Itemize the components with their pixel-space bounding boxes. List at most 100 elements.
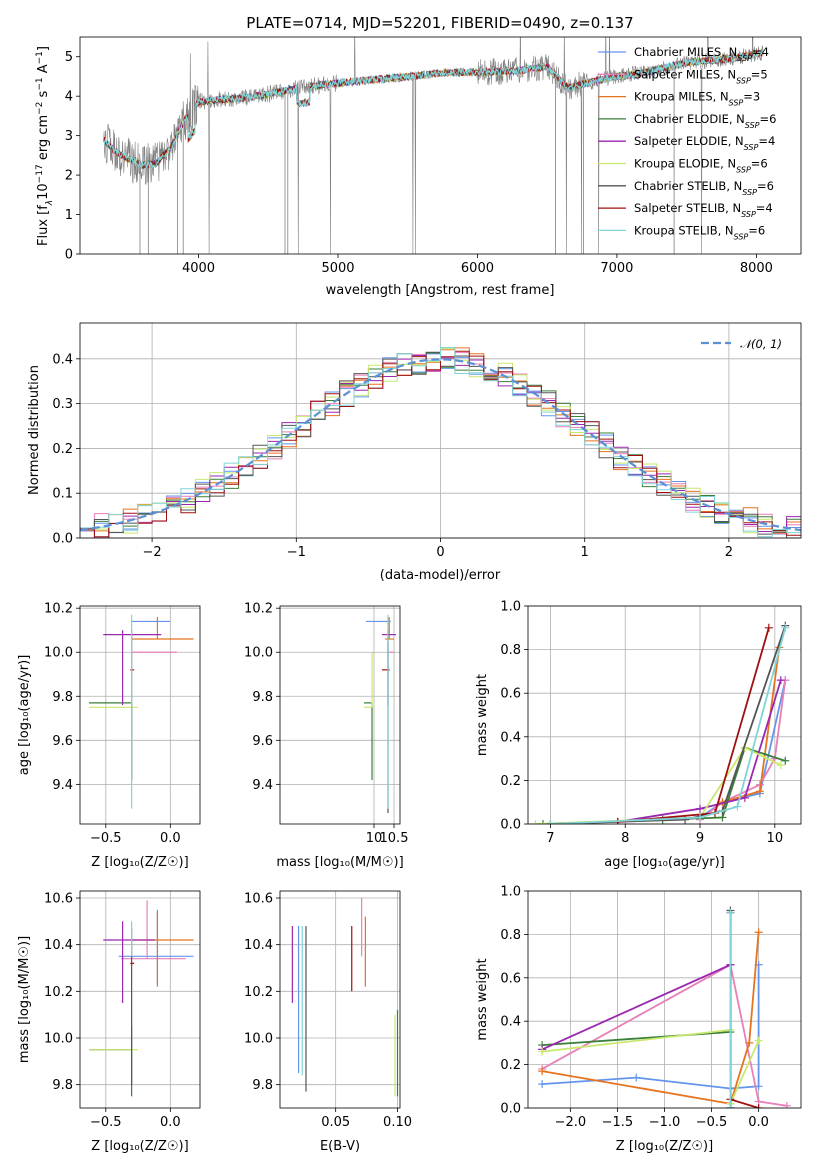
mass_weight_vs_Z-ytick-label: 0.2 xyxy=(500,1058,521,1073)
mass_weight_vs_Z-xtick-label: −1.5 xyxy=(602,1115,634,1130)
mass_weight_vs_Z-xlabel: Z [log₁₀(Z/Z☉)] xyxy=(616,1139,713,1154)
residuals-plot-area xyxy=(80,347,801,538)
mass-weight-marker xyxy=(531,820,540,824)
mass_vs_Z-ytick-label: 9.8 xyxy=(52,1078,73,1093)
mass-weight-marker xyxy=(745,1038,754,1047)
mass-weight-line xyxy=(617,679,782,823)
legend-entry: 𝒩(0, 1) xyxy=(740,337,782,351)
mass-weight-line xyxy=(541,963,788,1107)
mass_weight_vs_age-ytick-label: 0.8 xyxy=(500,643,521,658)
mass_vs_ebv-grid xyxy=(280,891,400,1108)
mass_weight_vs_age-plot-area xyxy=(531,621,790,824)
age_vs_mass-plot-area xyxy=(364,614,396,813)
mass_weight_vs_age-ytick-label: 1.0 xyxy=(500,600,521,615)
mass_weight_vs_Z-axes: −2.0 −1.5 −1.0 −0.5 0.0 0.0 0.2 0.4 0.6 0.8 1.0 xyxy=(500,885,802,1130)
mass_vs_Z-xtick-label: −0.5 xyxy=(90,1115,122,1130)
mass_weight_vs_Z-xtick-label: −2.0 xyxy=(555,1115,587,1130)
mass_weight_vs_Z-ytick-label: 0.6 xyxy=(500,971,521,986)
spectrum-xtick-label: 7000 xyxy=(600,261,633,276)
age_vs_Z-xtick-label: −0.5 xyxy=(90,831,122,846)
mass-weight-marker xyxy=(696,813,705,822)
mass_vs_Z-xlabel: Z [log₁₀(Z/Z☉)] xyxy=(91,1139,188,1154)
spectrum-legend: Chabrier MILES, NSSP=4 Salpeter MILES, NS… xyxy=(598,45,776,241)
mass-weight-marker xyxy=(726,1104,735,1108)
mass-weight-marker xyxy=(754,1036,763,1045)
age_vs_Z-ytick-label: 10.2 xyxy=(44,602,73,617)
age_vs_mass-xtick-label: 10 xyxy=(366,831,383,846)
mass-weight-marker xyxy=(538,1047,547,1056)
age_vs_Z-ylabel: age [log₁₀(age/yr)] xyxy=(17,655,32,776)
spectrum-model-line xyxy=(103,48,764,170)
mass_weight_vs_age-xlabel: age [log₁₀(age/yr)] xyxy=(604,855,725,870)
mass-weight-marker xyxy=(754,1104,763,1108)
mass_vs_Z-frame xyxy=(79,890,201,1109)
mass_weight_vs_Z-ylabel: mass weight xyxy=(475,958,490,1040)
age_vs_Z-ytick-label: 9.8 xyxy=(52,690,73,705)
residuals-ytick-label: 0.3 xyxy=(52,397,73,412)
spectrum-xtick-label: 4000 xyxy=(182,261,215,276)
age_vs_Z-frame xyxy=(79,605,201,825)
age_vs_mass-ytick-label: 10.0 xyxy=(244,646,273,661)
age_vs_mass-grid xyxy=(280,606,400,824)
residuals-legend: 𝒩(0, 1) xyxy=(701,337,782,351)
mass_vs_Z-ytick-label: 10.4 xyxy=(44,938,73,953)
mass_vs_ebv-ytick-label: 10.4 xyxy=(244,938,273,953)
mass-weight-marker xyxy=(754,928,763,937)
age_vs_mass-ytick-label: 9.8 xyxy=(252,690,273,705)
mass-weight-line xyxy=(550,627,787,824)
mass-weight-marker xyxy=(764,623,773,632)
mass_weight_vs_age-xtick-label: 9 xyxy=(696,831,704,846)
legend-entry: Chabrier STELIB, NSSP=6 xyxy=(634,179,774,197)
mass-weight-marker xyxy=(776,761,785,770)
spectrum-ytick-label: 3 xyxy=(65,129,73,144)
mass-weight-marker xyxy=(781,756,790,765)
mass_weight_vs_age-ylabel: mass weight xyxy=(475,674,490,756)
residuals-ytick-label: 0.4 xyxy=(52,352,73,367)
mass_vs_Z-grid xyxy=(80,891,200,1108)
residual-histogram xyxy=(80,350,801,538)
age_vs_mass-frame xyxy=(279,605,401,825)
legend-entry: Salpeter MILES, NSSP=5 xyxy=(634,67,768,85)
mass-weight-marker xyxy=(696,804,705,813)
spectrum-axes: 4000 5000 6000 7000 8000 0 1 2 3 4 5 xyxy=(65,36,802,276)
age_vs_mass-ytick-label: 9.6 xyxy=(252,734,273,749)
residuals-xtick-label: 2 xyxy=(725,545,733,560)
spectrum-ylabel: Flux [fλ10−17 erg cm−2 s−1 A−1] xyxy=(35,46,55,246)
mass-weight-marker xyxy=(681,815,690,824)
mass_vs_Z-ytick-label: 10.0 xyxy=(44,1032,73,1047)
spectrum-ytick-label: 5 xyxy=(65,50,73,65)
spectrum-xlabel: wavelength [Angstrom, rest frame] xyxy=(326,283,555,298)
mass_weight_vs_Z-frame xyxy=(527,890,802,1109)
age_vs_mass-ytick-label: 9.4 xyxy=(252,778,273,793)
residuals-xtick-label: −1 xyxy=(287,545,306,560)
spectrum-xtick-label: 8000 xyxy=(740,261,773,276)
age_vs_Z-ytick-label: 9.6 xyxy=(52,734,73,749)
mass_vs_Z-ytick-label: 10.6 xyxy=(44,892,73,907)
residuals-ytick-label: 0.1 xyxy=(52,487,73,502)
mass-weight-marker xyxy=(755,787,764,796)
mass-weight-marker xyxy=(781,623,790,632)
mass_vs_Z-xtick-label: 0.0 xyxy=(160,1115,181,1130)
mass_vs_Z-ylabel: mass [log₁₀(M/M☉)] xyxy=(17,936,32,1063)
mass-weight-marker xyxy=(782,1101,791,1108)
residuals-xlabel: (data-model)/error xyxy=(380,568,501,583)
legend-entry: Salpeter STELIB, NSSP=4 xyxy=(634,201,773,219)
mass-weight-marker xyxy=(632,1073,641,1082)
legend-entry: Salpeter ELODIE, NSSP=4 xyxy=(634,134,775,152)
mass-weight-marker xyxy=(726,908,735,917)
figure-title: PLATE=0714, MJD=52201, FIBERID=0490, z=0… xyxy=(246,14,633,32)
legend-entry: Chabrier ELODIE, NSSP=6 xyxy=(634,112,776,129)
mass-weight-marker xyxy=(538,1080,547,1089)
mass_weight_vs_age-frame xyxy=(527,605,802,825)
mass-weight-line xyxy=(541,932,760,1105)
mass_weight_vs_Z-xtick-label: −0.5 xyxy=(696,1115,728,1130)
residuals-xtick-label: 1 xyxy=(581,545,589,560)
mass_weight_vs_Z-ytick-label: 1.0 xyxy=(500,885,521,900)
age_vs_Z-ytick-label: 9.4 xyxy=(52,778,73,793)
mass_vs_ebv-axes: 0.05 0.10 9.8 10.0 10.2 10.4 10.6 xyxy=(244,890,412,1130)
mass_vs_Z-plot-area xyxy=(89,900,194,1097)
mass_weight_vs_Z-xtick-label: 0.0 xyxy=(748,1115,769,1130)
age_vs_mass-xlabel: mass [log₁₀(M/M☉)] xyxy=(276,855,403,870)
